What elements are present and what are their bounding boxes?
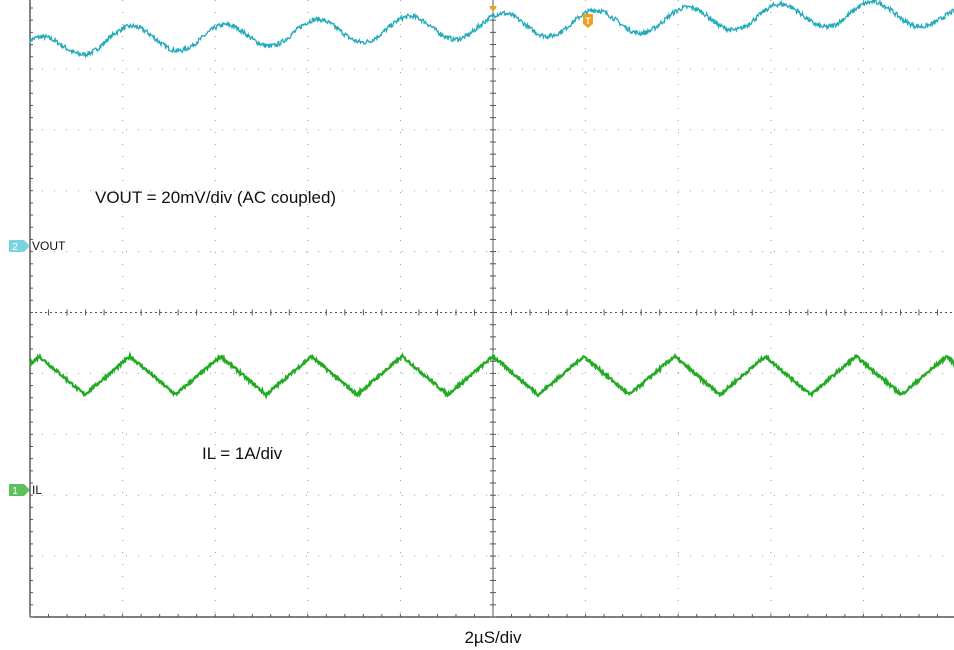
il-channel-marker[interactable]: 1 xyxy=(9,484,30,497)
x-axis-label: 2µS/div xyxy=(464,628,522,647)
trigger-label: T xyxy=(585,16,591,26)
trigger-marker: T xyxy=(583,14,593,28)
traces xyxy=(29,0,954,400)
vout-annotation: VOUT = 20mV/div (AC coupled) xyxy=(95,188,336,207)
vout-marker-label: VOUT xyxy=(32,239,66,253)
trigger-position-icon xyxy=(489,6,497,12)
il-marker-label: IL xyxy=(32,483,42,497)
il-channel-number: 1 xyxy=(12,486,18,497)
vout-channel-marker[interactable]: 2 xyxy=(9,240,30,253)
vout-channel-number: 2 xyxy=(12,242,18,253)
vout-trace xyxy=(29,0,954,59)
il-trace xyxy=(29,350,954,400)
il-annotation: IL = 1A/div xyxy=(202,444,283,463)
grid xyxy=(29,0,954,618)
